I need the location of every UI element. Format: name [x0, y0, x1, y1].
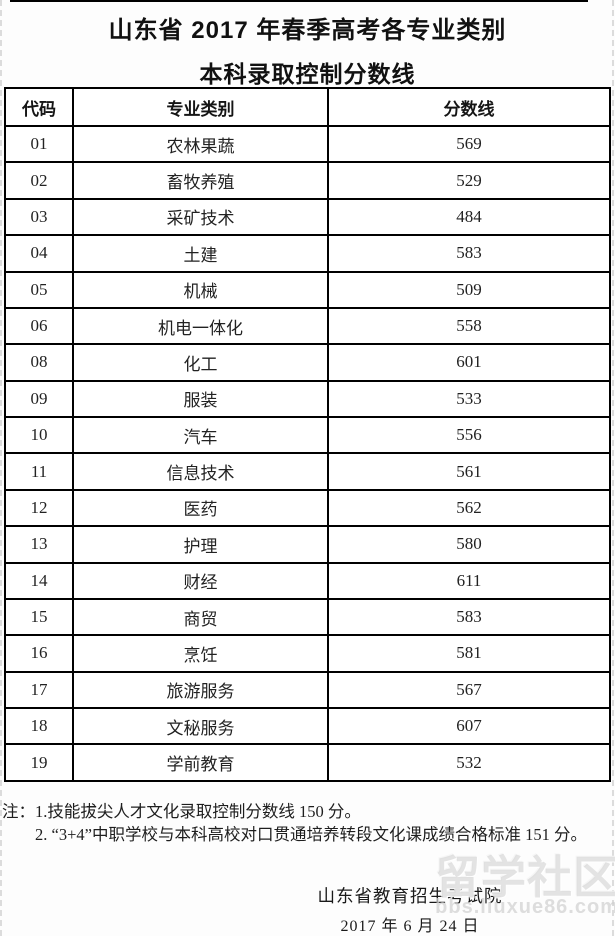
cell-major: 化工: [72, 343, 329, 382]
cell-code: 17: [4, 670, 74, 710]
col-header-major: 专业类别: [72, 87, 329, 127]
cell-score: 484: [327, 197, 611, 237]
cell-score: 558: [327, 306, 611, 346]
cell-code: 08: [4, 343, 74, 382]
cell-major: 护理: [72, 525, 329, 564]
cell-score: 561: [327, 452, 611, 491]
table-row: 15 商贸 583: [4, 597, 611, 637]
cell-code: 18: [4, 706, 74, 746]
cell-code: 10: [4, 415, 74, 455]
table-row: 16 烹饪 581: [4, 634, 611, 673]
cell-major: 采矿技术: [72, 197, 329, 237]
cell-major: 文秘服务: [72, 706, 329, 746]
scan-edge-left: [0, 0, 2, 936]
col-header-code: 代码: [4, 87, 74, 127]
table-row: 12 医药 562: [4, 488, 611, 528]
cell-score: 583: [327, 597, 611, 637]
cell-major: 医药: [72, 488, 329, 528]
score-table: 代码 专业类别 分数线 01 农林果蔬 569 02 畜牧养殖 529 03 采矿技术 484 0…: [4, 87, 611, 782]
cell-code: 02: [4, 161, 74, 200]
cell-code: 06: [4, 306, 74, 346]
notes: 注：1.技能拔尖人才文化录取控制分数线 150 分。 2. “3+4”中职学校与…: [2, 801, 613, 845]
page-subtitle: 本科录取控制分数线: [199, 61, 416, 87]
cell-code: 05: [4, 270, 74, 309]
cell-score: 556: [327, 415, 611, 455]
table-row: 03 采矿技术 484: [4, 197, 611, 237]
page-title: 山东省 2017 年春季高考各专业类别: [108, 17, 507, 44]
issue-date: 2017 年 6 月 24 日: [340, 918, 480, 935]
cell-code: 11: [4, 452, 74, 491]
cell-major: 畜牧养殖: [72, 161, 329, 200]
cell-score: 532: [327, 743, 611, 782]
table-row: 06 机电一体化 558: [4, 306, 611, 346]
cell-code: 12: [4, 488, 74, 528]
cell-code: 15: [4, 597, 74, 637]
cell-major: 财经: [72, 561, 329, 600]
table-row: 01 农林果蔬 569: [4, 124, 611, 164]
cell-score: 562: [327, 488, 611, 528]
cell-code: 19: [4, 743, 74, 782]
table-row: 09 服装 533: [4, 379, 611, 419]
table-row: 13 护理 580: [4, 525, 611, 564]
note-line-2: 2. “3+4”中职学校与本科高校对口贯通培养转段文化课成绩合格标准 151 分…: [35, 825, 587, 844]
cell-major: 服装: [72, 379, 329, 419]
cell-score: 581: [327, 634, 611, 673]
issuer-name: 山东省教育招生考试院: [317, 886, 503, 906]
scan-artifact-line: [10, 0, 588, 2]
note-line-1: 注：1.技能拔尖人才文化录取控制分数线 150 分。: [2, 802, 361, 821]
cell-code: 14: [4, 561, 74, 600]
cell-major: 烹饪: [72, 634, 329, 673]
signature-block: 山东省教育招生考试院 2017 年 6 月 24 日: [288, 883, 532, 936]
cell-code: 09: [4, 379, 74, 419]
cell-score: 529: [327, 161, 611, 200]
cell-major: 汽车: [72, 415, 329, 455]
score-table-body: 01 农林果蔬 569 02 畜牧养殖 529 03 采矿技术 484 04 土建 583 05 机械 50…: [4, 124, 611, 782]
col-header-score: 分数线: [327, 87, 611, 127]
cell-major: 信息技术: [72, 452, 329, 491]
table-row: 04 土建 583: [4, 234, 611, 273]
table-header-row: 代码 专业类别 分数线: [4, 87, 611, 127]
cell-code: 03: [4, 197, 74, 237]
cell-major: 机械: [72, 270, 329, 309]
cell-major: 旅游服务: [72, 670, 329, 710]
cell-score: 580: [327, 525, 611, 564]
table-row: 11 信息技术 561: [4, 452, 611, 491]
scan-edge-right: [612, 0, 614, 936]
table-row: 14 财经 611: [4, 561, 611, 600]
cell-code: 16: [4, 634, 74, 673]
cell-code: 04: [4, 234, 74, 273]
cell-major: 农林果蔬: [72, 124, 329, 164]
table-row: 18 文秘服务 607: [4, 706, 611, 746]
cell-code: 13: [4, 525, 74, 564]
cell-score: 509: [327, 270, 611, 309]
table-row: 02 畜牧养殖 529: [4, 161, 611, 200]
cell-score: 601: [327, 343, 611, 382]
table-row: 19 学前教育 532: [4, 743, 611, 782]
cell-score: 569: [327, 124, 611, 164]
table-row: 08 化工 601: [4, 343, 611, 382]
cell-major: 机电一体化: [72, 306, 329, 346]
table-row: 17 旅游服务 567: [4, 670, 611, 710]
cell-major: 商贸: [72, 597, 329, 637]
cell-score: 533: [327, 379, 611, 419]
cell-major: 土建: [72, 234, 329, 273]
table-row: 05 机械 509: [4, 270, 611, 309]
cell-score: 567: [327, 670, 611, 710]
cell-code: 01: [4, 124, 74, 164]
cell-score: 607: [327, 706, 611, 746]
cell-score: 583: [327, 234, 611, 273]
cell-major: 学前教育: [72, 743, 329, 782]
table-row: 10 汽车 556: [4, 415, 611, 455]
cell-score: 611: [327, 561, 611, 600]
